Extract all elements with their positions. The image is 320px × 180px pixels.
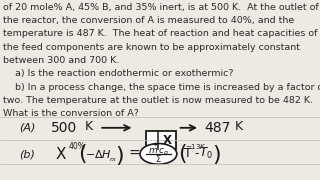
Text: K: K: [85, 120, 93, 132]
Text: (b): (b): [19, 150, 35, 160]
Text: of 20 mole% A, 45% B, and 35% inert, is at 500 K.  At the outlet of: of 20 mole% A, 45% B, and 35% inert, is …: [3, 3, 319, 12]
Text: the reactor, the conversion of A is measured to 40%, and the: the reactor, the conversion of A is meas…: [3, 16, 294, 25]
Text: =: =: [128, 147, 140, 161]
Text: temperature is 487 K.  The heat of reaction and heat capacities of: temperature is 487 K. The heat of reacti…: [3, 29, 318, 38]
Text: $\Sigma$: $\Sigma$: [155, 153, 162, 165]
Text: $T_0$: $T_0$: [199, 146, 213, 161]
Text: 500: 500: [51, 121, 77, 135]
Text: What is the conversion of A?: What is the conversion of A?: [3, 109, 139, 118]
Text: the feed components are known to be approximately constant: the feed components are known to be appr…: [3, 43, 300, 52]
Text: between 300 and 700 K.: between 300 and 700 K.: [3, 56, 119, 65]
Text: $_{rx}$: $_{rx}$: [109, 155, 117, 164]
Text: 487: 487: [205, 121, 231, 135]
Text: b) In a process change, the space time is increased by a factor of: b) In a process change, the space time i…: [3, 83, 320, 92]
Text: two. The temperature at the outlet is now measured to be 482 K.: two. The temperature at the outlet is no…: [3, 96, 313, 105]
Text: $\overrightarrow{m}\,c_p$: $\overrightarrow{m}\,c_p$: [148, 142, 169, 158]
Text: (A): (A): [19, 123, 36, 133]
Ellipse shape: [140, 144, 177, 164]
Text: -: -: [194, 147, 199, 160]
Text: (: (: [178, 144, 187, 164]
Text: X: X: [163, 134, 172, 147]
Text: $-13K$: $-13K$: [185, 142, 207, 151]
Text: $-\Delta H$: $-\Delta H$: [85, 148, 112, 160]
Text: a) Is the reaction endothermic or exothermic?: a) Is the reaction endothermic or exothe…: [3, 69, 234, 78]
Bar: [146, 131, 176, 149]
Text: X: X: [56, 147, 67, 162]
Text: T: T: [184, 147, 192, 160]
Text: 40%: 40%: [69, 142, 86, 151]
Text: (: (: [78, 144, 87, 164]
Text: K: K: [235, 120, 243, 132]
Text: ): ): [115, 146, 124, 166]
Text: ): ): [212, 145, 221, 165]
